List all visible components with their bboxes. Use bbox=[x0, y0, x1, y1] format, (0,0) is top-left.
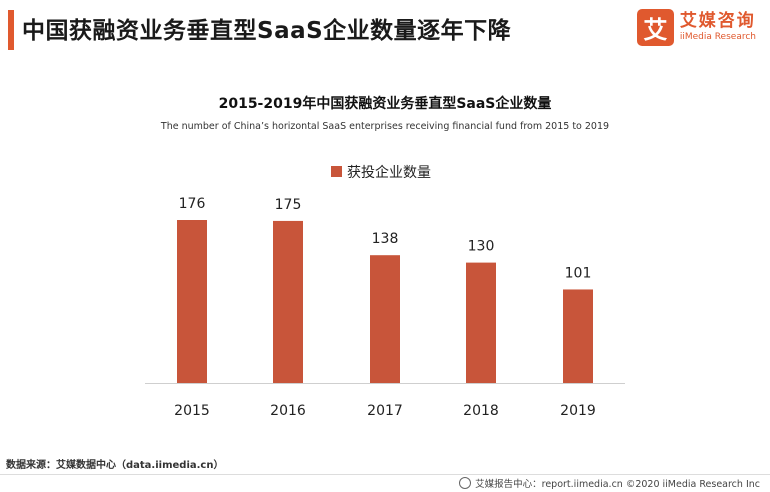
data-label-2018: 130 bbox=[468, 239, 495, 255]
x-tick-label-2015: 2015 bbox=[174, 403, 210, 419]
x-tick-label-2018: 2018 bbox=[463, 403, 499, 419]
x-tick-label-2017: 2017 bbox=[367, 403, 403, 419]
bar-2016 bbox=[273, 220, 303, 383]
brand-name-cn: 艾媒咨询 bbox=[679, 11, 756, 31]
bar-2018 bbox=[466, 262, 496, 383]
legend-swatch bbox=[331, 166, 342, 177]
bar-2017 bbox=[370, 255, 400, 383]
footer-text: 艾媒报告中心：report.iimedia.cn ©2020 iiMedia R… bbox=[475, 479, 760, 490]
data-label-2016: 175 bbox=[275, 197, 302, 213]
data-source: 数据来源：艾媒数据中心（data.iimedia.cn） bbox=[6, 460, 224, 471]
chart-subtitle: The number of China’s horizontal SaaS en… bbox=[160, 121, 610, 132]
chart-title: 2015-2019年中国获融资业务垂直型SaaS企业数量 bbox=[218, 96, 552, 112]
title-accent-bar bbox=[8, 10, 14, 50]
bar-2019 bbox=[563, 289, 593, 383]
footer-divider bbox=[0, 474, 770, 475]
x-tick-label-2019: 2019 bbox=[560, 403, 596, 419]
data-label-2017: 138 bbox=[372, 231, 399, 247]
brand-name-en: iiMedia Research bbox=[679, 32, 756, 42]
page-title: 中国获融资业务垂直型SaaS企业数量逐年下降 bbox=[22, 18, 512, 44]
bar-2015 bbox=[177, 220, 207, 383]
footer: 艾媒报告中心：report.iimedia.cn ©2020 iiMedia R… bbox=[459, 476, 760, 490]
report-center-icon bbox=[459, 477, 472, 489]
brand-icon: 艾 bbox=[636, 9, 674, 46]
data-label-2019: 101 bbox=[565, 265, 592, 281]
data-label-2015: 176 bbox=[179, 196, 206, 212]
brand-logo: 艾 艾媒咨询 iiMedia Research bbox=[636, 9, 756, 46]
legend-label: 获投企业数量 bbox=[347, 164, 431, 181]
brand-text: 艾媒咨询 iiMedia Research bbox=[680, 11, 756, 44]
x-tick-label-2016: 2016 bbox=[270, 403, 306, 419]
